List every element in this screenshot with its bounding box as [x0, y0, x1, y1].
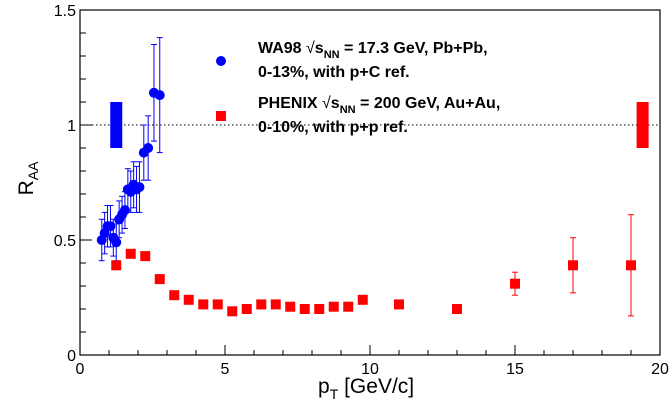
data-point [111, 260, 122, 271]
data-point [212, 299, 223, 310]
data-point [143, 143, 154, 153]
data-point [568, 260, 578, 271]
data-point [270, 299, 281, 310]
data-point [256, 299, 267, 310]
data-point [328, 301, 339, 312]
normalization-boxes [110, 102, 649, 148]
data-point [125, 248, 136, 259]
data-point [357, 294, 368, 305]
legend-marker [216, 56, 226, 66]
y-tick-label: 0.5 [54, 233, 76, 250]
data-point [285, 301, 296, 312]
legend-item-wa98: WA98 √sNN = 17.3 GeV, Pb+Pb, 0-13%, with … [216, 40, 488, 81]
y-tick-label: 0 [67, 348, 76, 365]
y-axis-label: RAA [15, 161, 41, 196]
normalization-box [110, 102, 123, 148]
data-point [105, 221, 116, 232]
data-point [314, 304, 325, 314]
axis-tick-labels: 0 5 10 15 20 0 0.5 1 1.5 [54, 3, 669, 378]
x-tick-label: 0 [76, 361, 85, 378]
data-point [452, 304, 462, 314]
x-tick-label: 5 [221, 361, 230, 378]
x-axis-label: pT [GeV/c] [318, 375, 414, 402]
axis-ticks [79, 9, 661, 356]
data-point [183, 294, 194, 305]
data-point [343, 301, 354, 312]
series-wa98 [96, 37, 165, 262]
plot-area-border [79, 9, 661, 356]
x-tick-label: 20 [651, 361, 669, 378]
legend: WA98 √sNN = 17.3 GeV, Pb+Pb, 0-13%, with … [216, 40, 500, 136]
data-point [154, 274, 165, 285]
x-tick-label: 10 [361, 361, 379, 378]
legend-label-line2: 0-10%, with p+p ref. [258, 119, 408, 136]
data-point [169, 290, 180, 301]
legend-label-line2: 0-13%, with p+C ref. [258, 64, 410, 81]
data-point [134, 182, 145, 193]
legend-item-phenix: PHENIX √sNN = 200 GeV, Au+Au, 0-10%, with… [216, 95, 500, 136]
data-point [140, 251, 151, 262]
y-tick-label: 1.5 [54, 3, 76, 20]
data-point [626, 260, 636, 271]
x-tick-label: 15 [506, 361, 524, 378]
plot-frame [79, 9, 661, 356]
data-point [198, 299, 209, 310]
data-point [154, 90, 165, 101]
data-point [227, 306, 238, 317]
data-point [299, 304, 310, 314]
data-point [241, 304, 252, 314]
series-phenix [111, 214, 636, 317]
data-series [96, 37, 636, 317]
legend-marker [216, 111, 226, 121]
normalization-box [636, 102, 649, 148]
legend-label: WA98 √sNN = 17.3 GeV, Pb+Pb, [258, 40, 488, 61]
y-tick-label: 1 [67, 118, 76, 135]
legend-label: PHENIX √sNN = 200 GeV, Au+Au, [258, 95, 500, 116]
data-point [510, 278, 520, 289]
data-point [394, 299, 404, 310]
data-point [111, 237, 122, 248]
